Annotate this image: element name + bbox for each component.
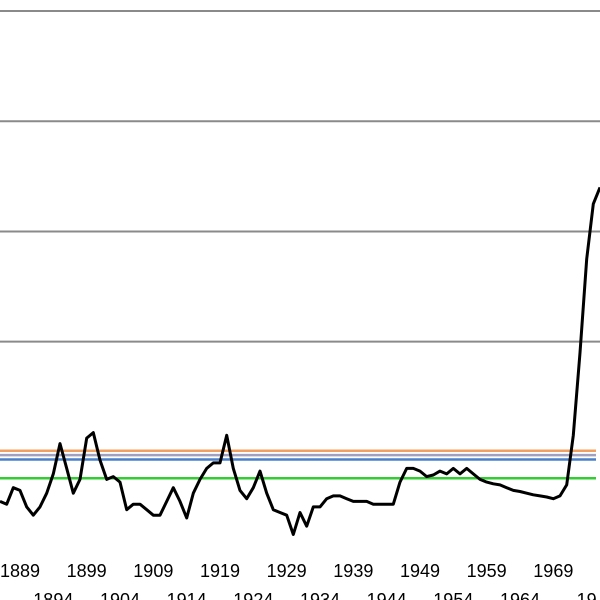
x-row2-tick-label: 1924: [233, 590, 273, 600]
x-row2-tick-label: 19: [577, 590, 597, 600]
x-row2-tick-label: 1964: [500, 590, 540, 600]
x-row1-tick-label: 1949: [400, 561, 440, 581]
x-row1-tick-label: 1889: [0, 561, 40, 581]
x-row1-tick-label: 1939: [333, 561, 373, 581]
x-row1-tick-label: 1899: [67, 561, 107, 581]
x-row1-tick-label: 1929: [267, 561, 307, 581]
reference-lines: [0, 449, 596, 480]
x-row1-tick-label: 1909: [133, 561, 173, 581]
data-series: [0, 186, 600, 536]
x-row2-tick-label: 1904: [100, 590, 140, 600]
x-row2-tick-label: 1934: [300, 590, 340, 600]
x-row1-tick-label: 1919: [200, 561, 240, 581]
x-row2-tick-label: 1944: [367, 590, 407, 600]
x-row1-tick-label: 1959: [467, 561, 507, 581]
series-line-0: [0, 186, 600, 536]
x-row2-tick-label: 1954: [433, 590, 473, 600]
gridlines: [0, 10, 600, 343]
x-axis: 1889189919091919192919391949195919691911…: [0, 561, 597, 600]
x-row2-tick-label: 1914: [167, 590, 207, 600]
x-row2-tick-label: 1894: [33, 590, 73, 600]
x-row1-tick-label: 1969: [533, 561, 573, 581]
